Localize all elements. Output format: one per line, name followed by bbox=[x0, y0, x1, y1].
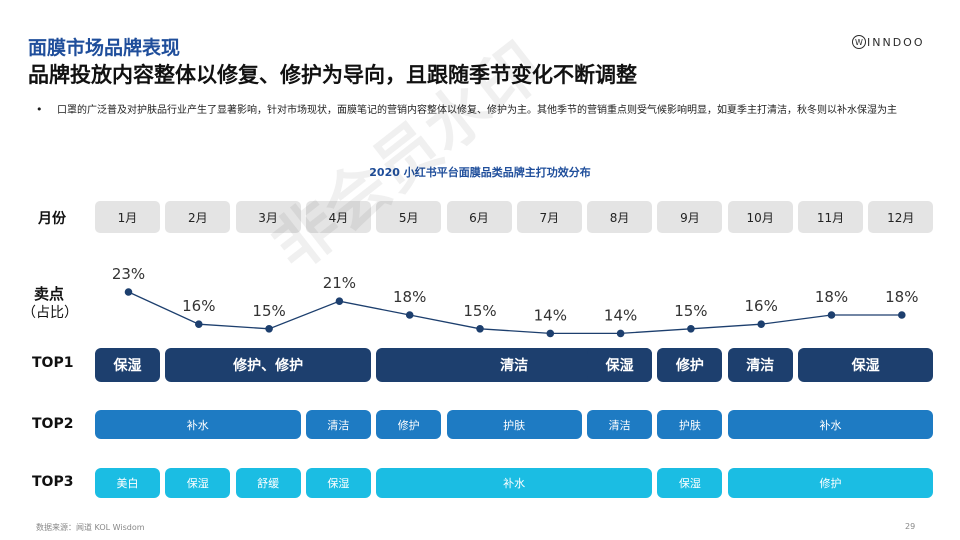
share-data-label: 18% bbox=[815, 288, 848, 306]
top3-bar: 保湿 bbox=[657, 468, 723, 498]
brand-logo: W INNDOO bbox=[852, 35, 925, 49]
bullet-marker: • bbox=[36, 103, 43, 116]
top3-bar: 舒缓 bbox=[235, 468, 301, 498]
share-point bbox=[616, 329, 625, 338]
share-point bbox=[757, 320, 765, 329]
row-label-share: 卖点 bbox=[34, 285, 65, 303]
share-data-label: 16% bbox=[745, 297, 778, 315]
share-data-label: 14% bbox=[534, 306, 567, 324]
brand-name: INNDOO bbox=[867, 35, 925, 49]
share-point bbox=[124, 288, 133, 296]
row-label-top2: TOP2 bbox=[32, 416, 74, 432]
page-subtitle: 品牌投放内容整体以修复、修护为导向，且跟随季节变化不断调整 bbox=[28, 63, 637, 87]
share-data-label: 18% bbox=[393, 288, 426, 306]
top1-bar: 修护 bbox=[657, 348, 723, 382]
month-cell: 5月 bbox=[376, 201, 442, 233]
month-cell: 12月 bbox=[868, 201, 934, 233]
top3-bar: 修护 bbox=[727, 468, 934, 498]
page-number: 29 bbox=[905, 522, 916, 531]
share-point bbox=[898, 311, 906, 319]
top1-bar: 保湿 bbox=[798, 348, 934, 382]
share-point bbox=[195, 320, 203, 329]
top2-bar: 护肤 bbox=[657, 410, 723, 439]
share-point bbox=[546, 329, 555, 338]
share-line bbox=[128, 291, 902, 335]
top2-bar: 清洁 bbox=[587, 410, 653, 439]
month-cell: 11月 bbox=[798, 201, 863, 233]
share-point bbox=[405, 311, 414, 319]
top2-bar: 补水 bbox=[95, 410, 301, 439]
month-cell: 7月 bbox=[516, 201, 582, 233]
share-data-label: 16% bbox=[182, 297, 215, 315]
share-point bbox=[476, 325, 484, 333]
month-cell: 4月 bbox=[305, 201, 371, 233]
top2-bar: 补水 bbox=[727, 410, 934, 439]
share-point bbox=[265, 325, 273, 333]
month-cell: 1月 bbox=[95, 201, 160, 233]
month-cell: 8月 bbox=[587, 201, 653, 233]
top3-bar: 保湿 bbox=[305, 468, 371, 498]
row-label-share-sub: （占比） bbox=[22, 305, 78, 321]
top2-bar: 清洁 bbox=[305, 410, 371, 439]
row-label-month: 月份 bbox=[38, 211, 66, 227]
top3-bar: 美白 bbox=[95, 468, 160, 498]
top1-bar: 保湿 bbox=[587, 348, 653, 382]
row-label-top1: TOP1 bbox=[32, 355, 74, 371]
chart-title: 2020 小红书平台面膜品类品牌主打功效分布 bbox=[369, 166, 591, 179]
top1-bar: 修护、修护 bbox=[165, 348, 371, 382]
top1-bar: 保湿 bbox=[95, 348, 160, 382]
bullet-text: 口罩的广泛普及对护肤品行业产生了显著影响，针对市场现状，面膜笔记的营销内容整体以… bbox=[57, 105, 897, 116]
share-data-label: 23% bbox=[112, 265, 145, 283]
month-cell: 10月 bbox=[727, 201, 793, 233]
month-cell: 3月 bbox=[235, 201, 301, 233]
top2-bar: 护肤 bbox=[446, 410, 582, 439]
top3-bar: 补水 bbox=[376, 468, 653, 498]
share-data-label: 14% bbox=[604, 306, 637, 324]
top3-bar: 保湿 bbox=[165, 468, 231, 498]
data-source: 数据来源：闻道 KOL Wisdom bbox=[36, 523, 145, 532]
page-title: 面膜市场品牌表现 bbox=[28, 37, 181, 59]
share-point bbox=[827, 311, 836, 319]
share-data-label: 18% bbox=[885, 288, 918, 306]
share-data-label: 15% bbox=[252, 302, 285, 320]
share-point bbox=[335, 297, 344, 306]
row-label-top3: TOP3 bbox=[32, 474, 74, 490]
share-point bbox=[687, 325, 695, 333]
top2-bar: 修护 bbox=[376, 410, 442, 439]
share-data-label: 21% bbox=[323, 274, 356, 292]
month-cell: 6月 bbox=[446, 201, 512, 233]
month-cell: 9月 bbox=[657, 201, 723, 233]
brand-w-icon: W bbox=[852, 35, 866, 49]
month-cell: 2月 bbox=[165, 201, 231, 233]
top1-bar: 清洁 bbox=[727, 348, 793, 382]
share-data-label: 15% bbox=[463, 302, 496, 320]
share-data-label: 15% bbox=[674, 302, 707, 320]
